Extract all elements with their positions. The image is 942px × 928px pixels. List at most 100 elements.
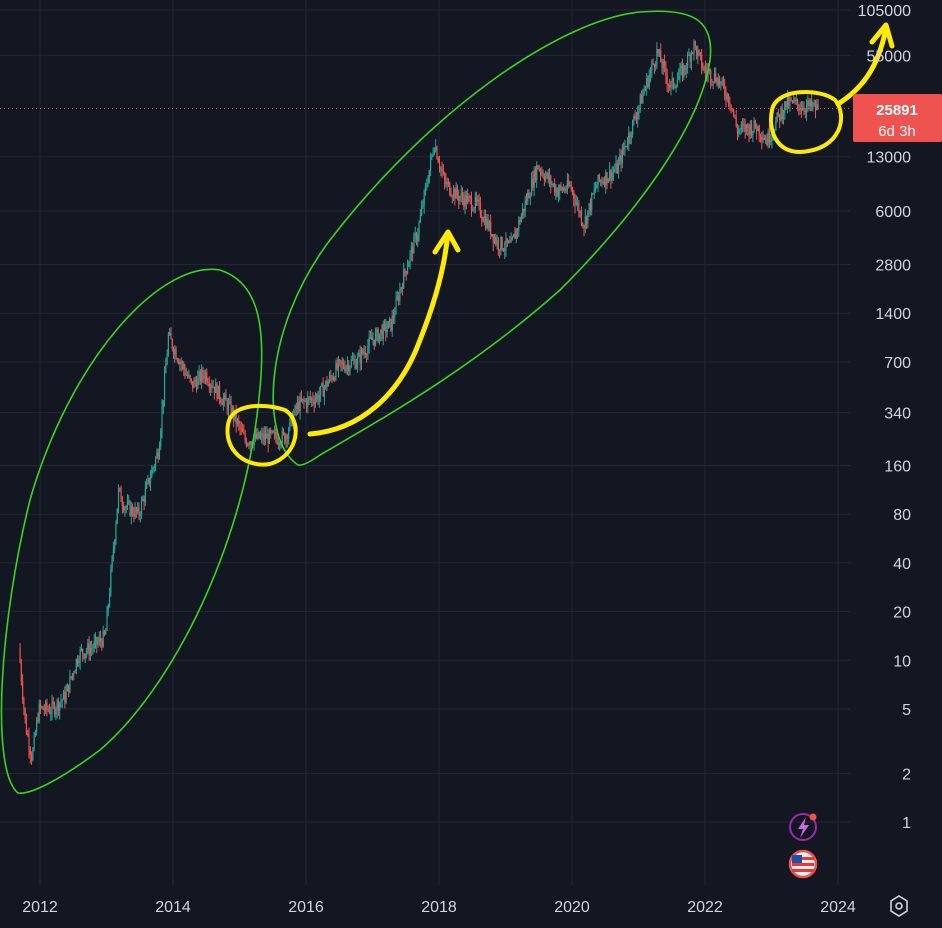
candle-body bbox=[440, 167, 442, 169]
candle-body bbox=[162, 400, 164, 407]
candle-body bbox=[248, 443, 250, 445]
candle-body bbox=[176, 359, 178, 361]
candle-body bbox=[427, 182, 429, 186]
candle-body bbox=[100, 637, 102, 642]
candle-body bbox=[131, 506, 134, 515]
candle-body bbox=[497, 240, 499, 250]
candle-body bbox=[331, 376, 333, 380]
candle-body bbox=[649, 70, 652, 76]
candle-body bbox=[289, 419, 291, 431]
candle-body bbox=[556, 188, 558, 197]
candle-body bbox=[789, 98, 791, 106]
candle-body bbox=[805, 105, 808, 112]
candle-body bbox=[799, 108, 801, 111]
candle-body bbox=[775, 120, 777, 131]
candle-body bbox=[85, 650, 88, 654]
candle-body bbox=[226, 400, 228, 411]
candle-body bbox=[151, 469, 153, 478]
candle-body bbox=[312, 397, 314, 402]
candle-body bbox=[107, 604, 109, 611]
settings-hexagon-icon[interactable] bbox=[890, 895, 908, 917]
candle-body bbox=[422, 205, 424, 207]
candle-body bbox=[482, 219, 484, 222]
candle-body bbox=[344, 367, 346, 372]
candle-body bbox=[543, 176, 545, 181]
candle-body bbox=[231, 407, 233, 416]
candle-body bbox=[367, 345, 369, 356]
candle-body bbox=[676, 79, 678, 87]
candle-body bbox=[83, 653, 85, 658]
candle-body bbox=[342, 362, 345, 368]
candle-body bbox=[115, 523, 117, 541]
candle-body bbox=[545, 175, 547, 181]
us-flag-icon[interactable] bbox=[788, 849, 818, 879]
x-tick-label: 2022 bbox=[687, 899, 723, 916]
y-axis[interactable]: 105000 55000 13000 6000 2800 1400 700 340 160 80 4… bbox=[858, 3, 911, 832]
x-axis[interactable]: 2012 2014 2016 2018 2020 2022 2024 bbox=[22, 899, 856, 916]
candle-body bbox=[745, 124, 748, 132]
candle-body bbox=[201, 369, 203, 382]
candle-body bbox=[341, 362, 343, 364]
candle-body bbox=[571, 188, 574, 192]
candle-body bbox=[594, 188, 597, 190]
candle-body bbox=[717, 78, 719, 86]
y-tick-label: 2 bbox=[902, 766, 911, 783]
candle-body bbox=[53, 704, 56, 715]
candle-body bbox=[75, 659, 77, 671]
candle-body bbox=[469, 196, 471, 198]
candle-body bbox=[259, 435, 262, 439]
candle-body bbox=[369, 336, 372, 338]
candle-body bbox=[308, 397, 310, 399]
candle-body bbox=[172, 348, 175, 355]
candle-body bbox=[354, 359, 356, 369]
candle-body bbox=[520, 215, 522, 223]
candle-body bbox=[481, 215, 483, 220]
candle-body bbox=[598, 174, 600, 181]
y-tick-label: 80 bbox=[893, 507, 911, 524]
candle-body bbox=[584, 216, 586, 229]
candle-body bbox=[426, 185, 428, 187]
candle-body bbox=[546, 172, 548, 176]
candle-body bbox=[353, 359, 355, 361]
candle-body bbox=[499, 249, 501, 251]
candle-body bbox=[606, 172, 608, 183]
candle-body bbox=[738, 129, 740, 134]
candle-body bbox=[667, 84, 670, 86]
candle-body bbox=[534, 169, 537, 181]
candle-body bbox=[702, 67, 704, 70]
candle-body bbox=[435, 146, 437, 150]
candle-body bbox=[655, 63, 657, 67]
candle-body bbox=[27, 733, 29, 736]
candle-body bbox=[45, 702, 47, 711]
candle-body bbox=[64, 692, 66, 703]
candle-body bbox=[217, 385, 219, 399]
candle-body bbox=[421, 206, 423, 216]
candle-body bbox=[653, 64, 655, 67]
candle-body bbox=[307, 397, 309, 407]
candle-body bbox=[761, 137, 763, 141]
candle-body bbox=[432, 154, 434, 156]
candle-body bbox=[385, 323, 387, 333]
candle-body bbox=[651, 63, 653, 71]
candle-body bbox=[171, 339, 173, 349]
candle-body bbox=[765, 139, 767, 141]
candle-body bbox=[22, 681, 24, 699]
candle-body bbox=[646, 78, 648, 88]
candle-body bbox=[529, 195, 531, 199]
candle-body bbox=[279, 442, 281, 446]
candle-body bbox=[112, 548, 115, 557]
candle-body bbox=[328, 375, 331, 382]
candle-body bbox=[525, 200, 528, 202]
candle-body bbox=[579, 211, 581, 214]
candle-body bbox=[227, 402, 230, 411]
candle-body bbox=[602, 181, 604, 183]
candle-body bbox=[184, 369, 186, 376]
candle-body bbox=[25, 719, 28, 734]
candle-body bbox=[488, 221, 490, 230]
candle-body bbox=[642, 93, 644, 104]
candle-body bbox=[698, 50, 700, 53]
price-badge-countdown: 6d 3h bbox=[878, 123, 916, 140]
candle-body bbox=[620, 155, 622, 164]
lightning-icon[interactable] bbox=[789, 813, 817, 841]
